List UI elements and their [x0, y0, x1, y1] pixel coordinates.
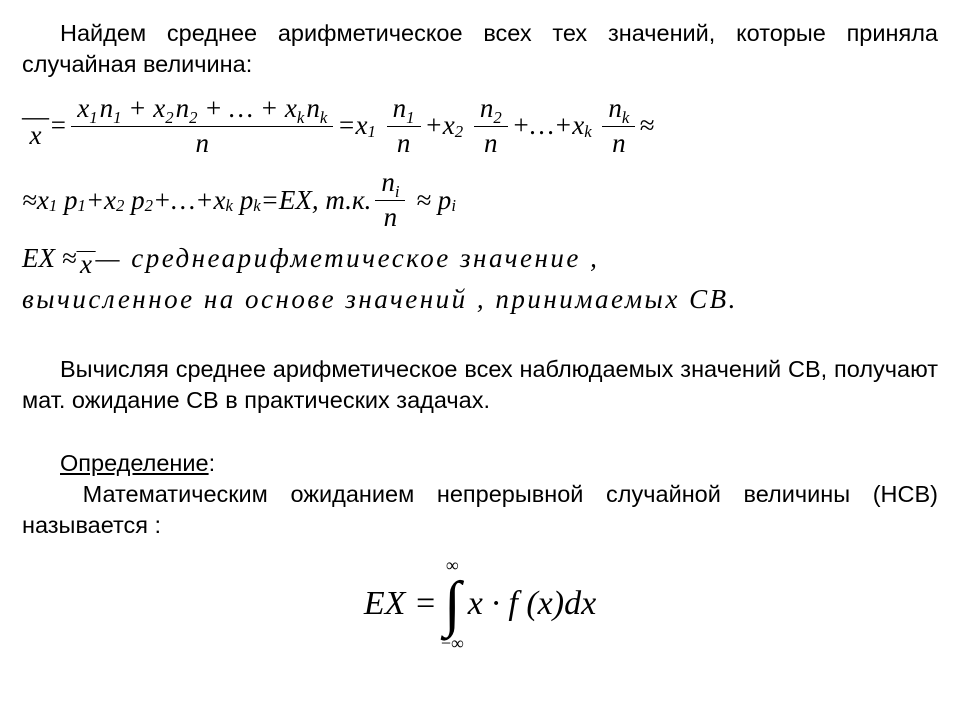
definition-text: Математическим ожиданием непрерывной слу… [22, 481, 938, 538]
paragraph-practice: Вычисляя среднее арифметическое всех наб… [22, 354, 938, 416]
equation-mean: — x = x1n1 + x2n2 + … + xknk n = x1 [22, 94, 938, 318]
integral-symbol: ∞ ∫ −∞ [441, 557, 464, 651]
page: Найдем среднее арифметическое всех тех з… [0, 0, 960, 653]
equation-integral: EX = ∞ ∫ −∞ x · f (x)dx [22, 555, 938, 653]
intro-paragraph: Найдем среднее арифметическое всех тех з… [22, 18, 938, 80]
definition-label: Определение [60, 450, 209, 476]
definition-block: Определение: Математическим ожиданием не… [22, 448, 938, 541]
